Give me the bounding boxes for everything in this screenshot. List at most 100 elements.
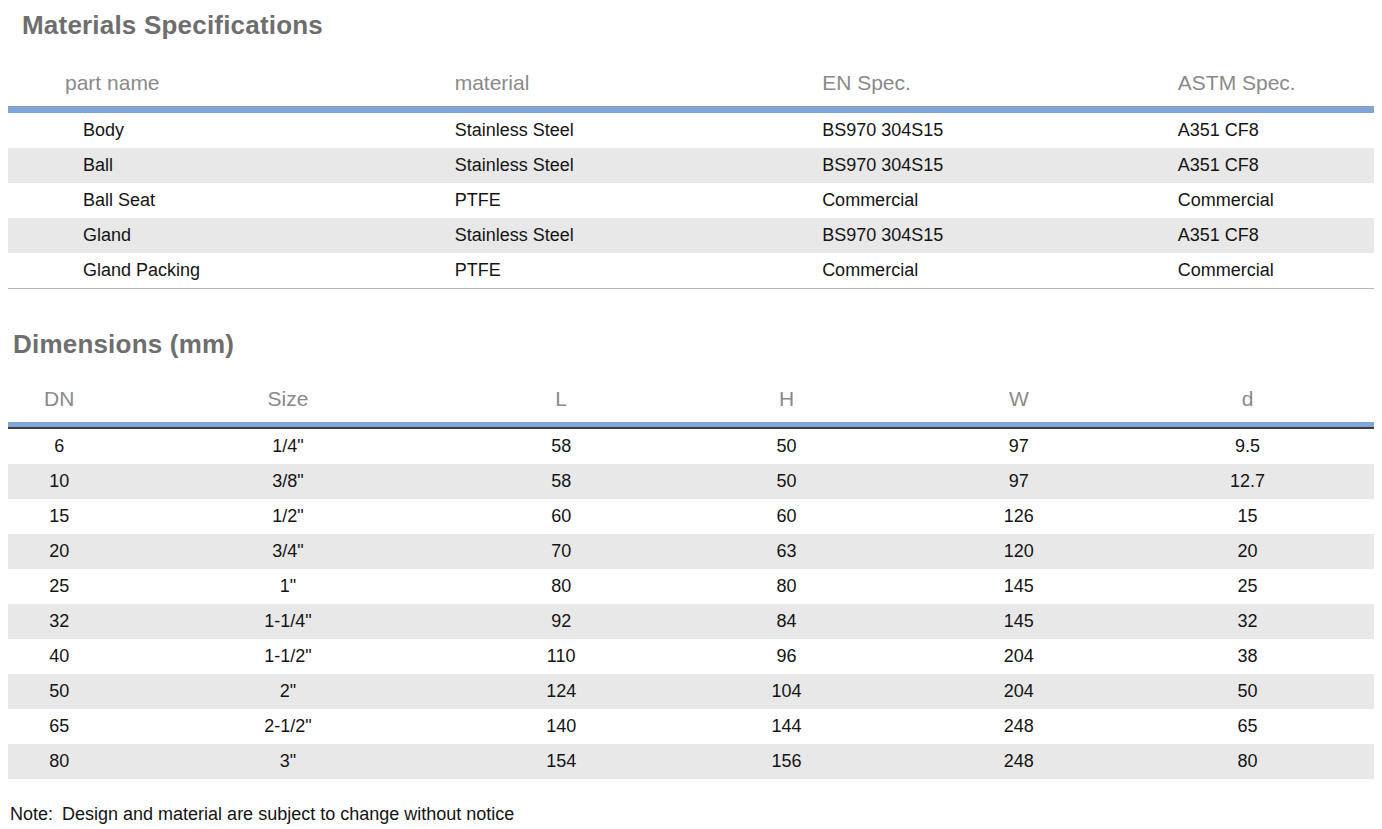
table-cell: 25 [8,569,110,604]
table-cell: 145 [916,604,1121,639]
table-row: BallStainless SteelBS970 304S15A351 CF8 [8,148,1374,183]
column-header: d [1121,387,1374,411]
table-cell: 1-1/2" [110,639,465,674]
table-cell: 70 [466,534,657,569]
table-cell: 140 [466,709,657,744]
dimensions-header-rule [8,422,1374,429]
table-cell: 156 [657,744,917,779]
table-cell: 80 [657,569,917,604]
column-header: Size [110,387,465,411]
column-header: DN [8,387,110,411]
table-cell: 154 [466,744,657,779]
table-cell: 204 [916,674,1121,709]
column-header: H [657,387,917,411]
table-cell: 248 [916,709,1121,744]
table-cell: 40 [8,639,110,674]
table-cell: 65 [1121,709,1374,744]
column-header: EN Spec. [822,71,1172,95]
table-cell: 97 [916,464,1121,499]
table-cell: 65 [8,709,110,744]
table-cell: 50 [657,464,917,499]
table-cell: 92 [466,604,657,639]
table-cell: 6 [8,429,110,464]
table-cell: Stainless Steel [455,148,822,183]
table-cell: 126 [916,499,1121,534]
table-cell: A351 CF8 [1172,113,1374,148]
column-header: ASTM Spec. [1172,71,1374,95]
table-cell: Commercial [1172,253,1374,288]
table-cell: 3" [110,744,465,779]
table-cell: Stainless Steel [455,113,822,148]
table-cell: 1/4" [110,429,465,464]
dimensions-table: DNSizeLHWd 61/4"5850979.5103/8"58509712.… [8,360,1374,779]
table-row: GlandStainless SteelBS970 304S15A351 CF8 [8,218,1374,253]
table-row: BodyStainless SteelBS970 304S15A351 CF8 [8,113,1374,148]
note-label: Note: [10,804,53,824]
materials-section: Materials Specifications part namemateri… [0,10,1382,289]
table-row: 61/4"5850979.5 [8,429,1374,464]
table-cell: 15 [1121,499,1374,534]
table-cell: 248 [916,744,1121,779]
table-cell: 120 [916,534,1121,569]
table-cell: 110 [466,639,657,674]
table-row: Gland PackingPTFECommercialCommercial [8,253,1374,288]
table-cell: 1" [110,569,465,604]
table-cell: PTFE [455,183,822,218]
table-cell: Commercial [1172,183,1374,218]
dimensions-section: Dimensions (mm) DNSizeLHWd 61/4"5850979.… [0,329,1382,779]
table-cell: A351 CF8 [1172,218,1374,253]
table-cell: 15 [8,499,110,534]
table-cell: 12.7 [1121,464,1374,499]
table-cell: 104 [657,674,917,709]
table-row: 203/4"706312020 [8,534,1374,569]
table-cell: Ball Seat [8,183,455,218]
table-cell: 3/4" [110,534,465,569]
table-cell: 80 [466,569,657,604]
table-cell: 32 [1121,604,1374,639]
dimensions-rows: 61/4"5850979.5103/8"58509712.7151/2"6060… [8,429,1374,779]
table-cell: 50 [8,674,110,709]
table-cell: Gland Packing [8,253,455,288]
materials-table: part namematerialEN Spec.ASTM Spec. Body… [8,41,1374,289]
table-cell: 58 [466,464,657,499]
table-cell: 50 [1121,674,1374,709]
table-cell: 145 [916,569,1121,604]
table-row: 652-1/2"14014424865 [8,709,1374,744]
note: Note: Design and material are subject to … [10,804,1382,825]
dimensions-header-row: DNSizeLHWd [8,360,1374,422]
table-cell: 124 [466,674,657,709]
table-cell: Commercial [822,183,1172,218]
table-cell: Stainless Steel [455,218,822,253]
table-cell: Body [8,113,455,148]
table-row: 502"12410420450 [8,674,1374,709]
column-header: material [455,71,822,95]
table-cell: BS970 304S15 [822,148,1172,183]
table-cell: 96 [657,639,917,674]
table-cell: 38 [1121,639,1374,674]
table-row: Ball SeatPTFECommercialCommercial [8,183,1374,218]
column-header: part name [8,71,455,95]
table-row: 103/8"58509712.7 [8,464,1374,499]
table-row: 321-1/4"928414532 [8,604,1374,639]
dimensions-section-title: Dimensions (mm) [13,329,1382,360]
materials-rows: BodyStainless SteelBS970 304S15A351 CF8B… [8,113,1374,289]
table-cell: 20 [1121,534,1374,569]
table-cell: BS970 304S15 [822,218,1172,253]
table-cell: BS970 304S15 [822,113,1172,148]
table-cell: 84 [657,604,917,639]
table-cell: 63 [657,534,917,569]
table-row: 803"15415624880 [8,744,1374,779]
table-cell: 2" [110,674,465,709]
column-header: L [466,387,657,411]
table-row: 251"808014525 [8,569,1374,604]
table-cell: A351 CF8 [1172,148,1374,183]
table-cell: 144 [657,709,917,744]
table-row: 151/2"606012615 [8,499,1374,534]
note-text: Design and material are subject to chang… [62,804,514,824]
table-cell: 9.5 [1121,429,1374,464]
table-cell: 1-1/4" [110,604,465,639]
table-cell: 50 [657,429,917,464]
table-cell: 20 [8,534,110,569]
materials-header-row: part namematerialEN Spec.ASTM Spec. [8,41,1374,106]
column-header: W [916,387,1121,411]
